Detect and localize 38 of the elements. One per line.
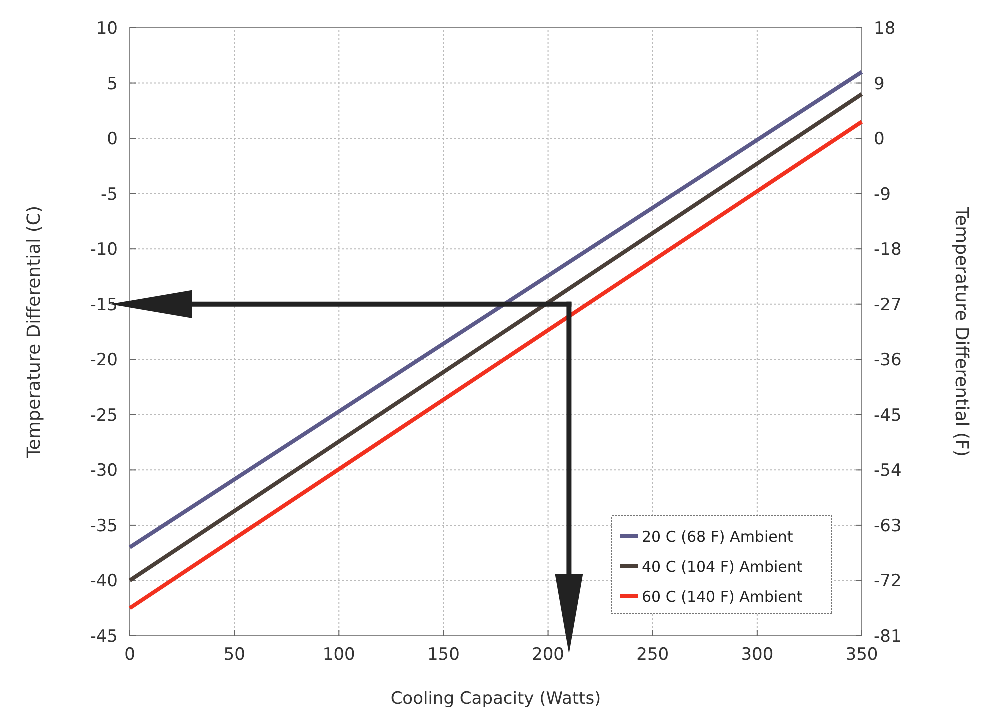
x-tick-label: 250 bbox=[636, 645, 670, 665]
y-tick-label: -10 bbox=[90, 240, 118, 260]
y2-tick-label: -81 bbox=[874, 627, 902, 647]
y2-tick-label: -27 bbox=[874, 295, 902, 316]
y-tick-label: -15 bbox=[90, 295, 118, 316]
legend-label: 60 C (140 F) Ambient bbox=[642, 588, 803, 606]
y-tick-label: -30 bbox=[90, 461, 118, 482]
y2-tick-label: -54 bbox=[874, 461, 902, 482]
y2-tick-label: 18 bbox=[874, 19, 896, 39]
x-tick-label: 0 bbox=[124, 645, 136, 665]
y2-tick-label: 9 bbox=[874, 74, 885, 94]
legend-label: 40 C (104 F) Ambient bbox=[642, 558, 803, 576]
x-tick-label: 350 bbox=[846, 645, 878, 665]
y2-tick-label: -63 bbox=[874, 516, 902, 536]
y2-axis-title: Temperature Differential (F) bbox=[951, 206, 972, 457]
y-tick-label: -35 bbox=[90, 516, 118, 536]
y-tick-label: -25 bbox=[90, 406, 118, 426]
x-tick-label: 200 bbox=[532, 645, 565, 665]
x-tick-label: 300 bbox=[741, 645, 774, 665]
y2-tick-label: -45 bbox=[874, 406, 902, 426]
y2-tick-label: -36 bbox=[874, 350, 902, 371]
y2-tick-label: -18 bbox=[874, 240, 902, 260]
y-axis-title: Temperature Differential (C) bbox=[24, 206, 45, 459]
y2-tick-label: -9 bbox=[874, 184, 891, 205]
y-tick-label: -20 bbox=[90, 350, 118, 371]
y-tick-label: 10 bbox=[96, 19, 118, 39]
x-tick-label: 100 bbox=[322, 645, 356, 665]
y-tick-label: -5 bbox=[101, 184, 118, 205]
x-tick-label: 150 bbox=[427, 645, 460, 665]
y-tick-label: 5 bbox=[107, 74, 118, 94]
x-tick-label: 50 bbox=[224, 645, 246, 665]
y-tick-label: -45 bbox=[90, 627, 118, 647]
y2-tick-label: -72 bbox=[874, 572, 902, 592]
y-tick-label: -40 bbox=[90, 572, 118, 592]
legend-label: 20 C (68 F) Ambient bbox=[642, 528, 794, 546]
y-tick-label: 0 bbox=[107, 130, 118, 150]
x-axis-title: Cooling Capacity (Watts) bbox=[390, 689, 602, 709]
y2-tick-label: 0 bbox=[874, 130, 885, 150]
